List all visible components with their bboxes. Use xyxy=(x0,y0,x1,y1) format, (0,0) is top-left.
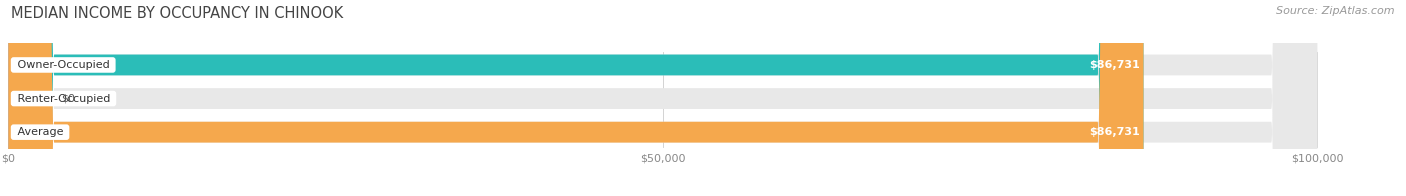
Text: $0: $0 xyxy=(60,93,75,103)
Text: Source: ZipAtlas.com: Source: ZipAtlas.com xyxy=(1277,6,1395,16)
Text: $86,731: $86,731 xyxy=(1088,60,1139,70)
Text: MEDIAN INCOME BY OCCUPANCY IN CHINOOK: MEDIAN INCOME BY OCCUPANCY IN CHINOOK xyxy=(11,6,343,21)
FancyBboxPatch shape xyxy=(8,0,1317,196)
FancyBboxPatch shape xyxy=(8,0,1317,196)
Text: Owner-Occupied: Owner-Occupied xyxy=(14,60,112,70)
FancyBboxPatch shape xyxy=(8,0,45,196)
FancyBboxPatch shape xyxy=(8,0,1143,196)
Text: Average: Average xyxy=(14,127,66,137)
FancyBboxPatch shape xyxy=(8,0,1143,196)
FancyBboxPatch shape xyxy=(8,0,1317,196)
Text: Renter-Occupied: Renter-Occupied xyxy=(14,93,114,103)
Text: $86,731: $86,731 xyxy=(1088,127,1139,137)
